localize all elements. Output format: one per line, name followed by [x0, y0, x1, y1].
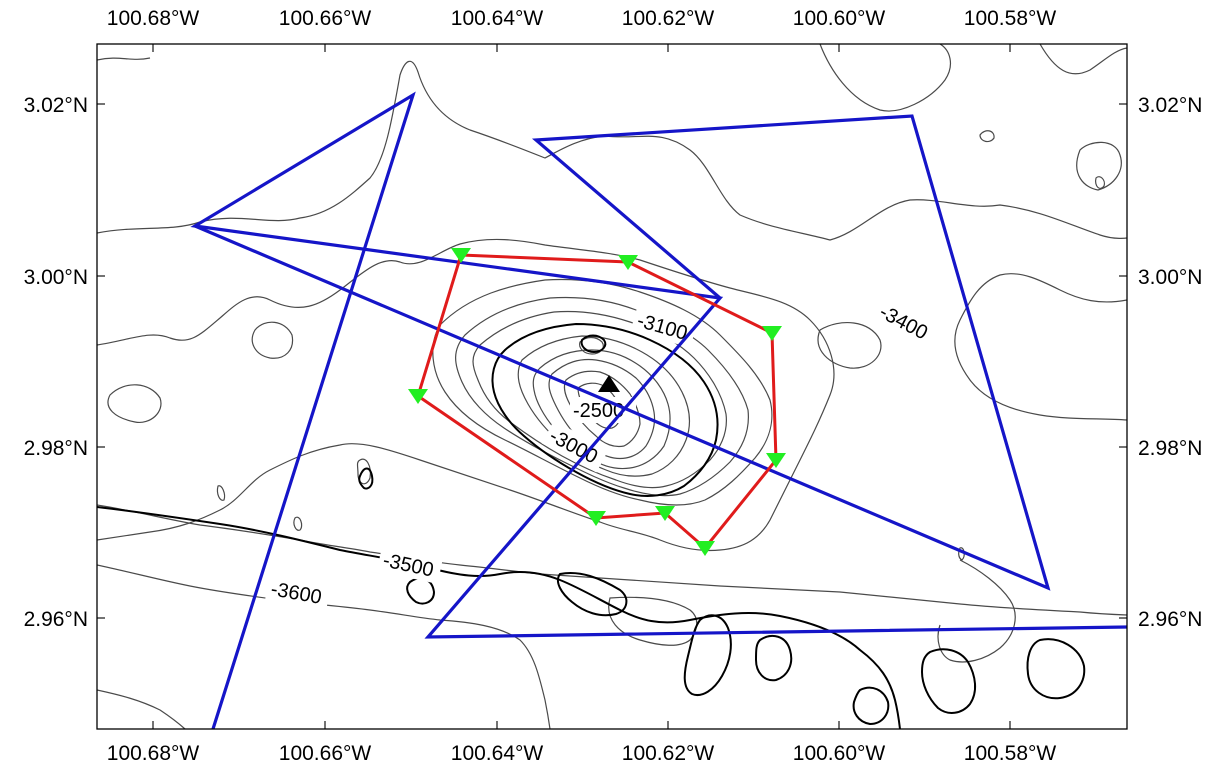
lon-tick-label: 100.58°W — [964, 742, 1057, 765]
major-contour-lines — [97, 322, 1086, 729]
lon-tick-label: 100.62°W — [622, 7, 715, 30]
station-marker — [408, 389, 428, 404]
station-markers — [408, 248, 786, 556]
lat-labels-right: 3.02°N 3.00°N 2.98°N 2.96°N — [1138, 94, 1202, 631]
station-marker — [618, 255, 638, 270]
lat-tick-label: 3.00°N — [24, 266, 88, 289]
lon-tick-label: 100.64°W — [451, 742, 544, 765]
lon-tick-label: 100.62°W — [622, 742, 715, 765]
lat-tick-label: 2.96°N — [24, 608, 88, 631]
lon-tick-label: 100.60°W — [793, 742, 886, 765]
station-marker — [766, 453, 786, 468]
station-marker — [695, 541, 715, 556]
lon-tick-label: 100.66°W — [279, 742, 372, 765]
lon-labels-top: 100.68°W 100.66°W 100.64°W 100.62°W 100.… — [107, 7, 1057, 30]
station-marker — [451, 248, 471, 263]
contour-lines — [97, 44, 1127, 729]
lat-tick-label: 2.96°N — [1138, 608, 1202, 631]
contour-label-2500: -2500 — [573, 400, 624, 422]
lon-tick-label: 100.60°W — [793, 7, 886, 30]
lon-tick-label: 100.68°W — [107, 742, 200, 765]
station-marker — [762, 326, 782, 341]
lat-tick-label: 3.02°N — [1138, 94, 1202, 117]
map-frame — [96, 43, 1128, 730]
survey-track-east — [194, 114, 1051, 591]
axis-ticks — [97, 44, 1127, 729]
lat-tick-label: 2.98°N — [1138, 437, 1202, 460]
lon-tick-label: 100.64°W — [451, 7, 544, 30]
lon-tick-label: 100.58°W — [964, 7, 1057, 30]
station-marker — [655, 506, 675, 521]
lat-tick-label: 2.98°N — [24, 437, 88, 460]
station-marker — [586, 511, 606, 526]
summit-triangle-marker — [598, 375, 620, 392]
lon-tick-label: 100.66°W — [279, 7, 372, 30]
lon-tick-label: 100.68°W — [107, 7, 200, 30]
lat-labels-left: 3.02°N 3.00°N 2.98°N 2.96°N — [24, 94, 88, 631]
lat-tick-label: 3.02°N — [24, 94, 88, 117]
lat-tick-label: 3.00°N — [1138, 266, 1202, 289]
lon-labels-bottom: 100.68°W 100.66°W 100.64°W 100.62°W 100.… — [107, 742, 1057, 765]
